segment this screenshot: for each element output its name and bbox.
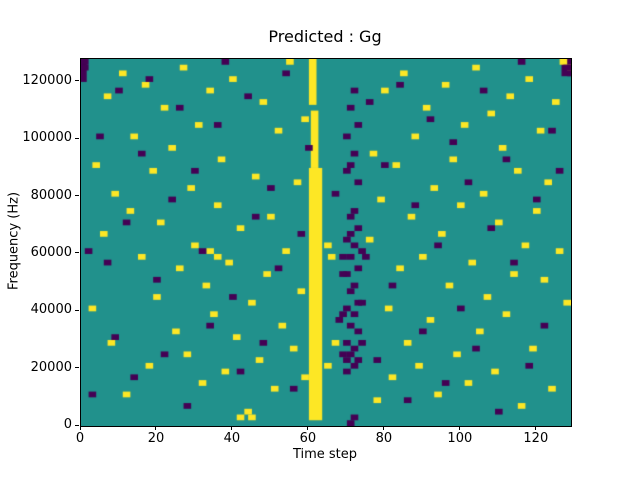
x-tick-label-6: 120 [523,431,549,446]
y-tick-label-6: 120000 [22,72,72,88]
x-tick-mark-6 [535,426,537,430]
y-tick-mark-1 [75,367,79,369]
y-axis-label: Frequency (Hz) [6,191,22,291]
y-tick-label-5: 100000 [22,130,72,146]
x-tick-mark-1 [155,426,157,430]
x-tick-label-4: 80 [375,431,393,446]
y-tick-mark-0 [75,424,79,426]
y-tick-label-0: 0 [63,417,72,432]
y-tick-label-4: 80000 [30,187,72,203]
plot-area [80,58,572,427]
y-tick-label-3: 60000 [30,244,72,260]
x-tick-mark-5 [459,426,461,430]
x-tick-label-0: 0 [75,431,85,446]
y-tick-mark-6 [75,80,79,82]
chart-title: Predicted : Gg [268,27,382,46]
x-tick-mark-2 [231,426,233,430]
y-tick-mark-5 [75,137,79,139]
heatmap-canvas [81,59,571,426]
y-tick-mark-2 [75,309,79,311]
x-tick-mark-4 [383,426,385,430]
y-tick-label-1: 20000 [30,359,72,375]
x-tick-mark-0 [79,426,81,430]
x-tick-label-2: 40 [223,431,241,446]
x-axis-label: Time step [292,447,358,462]
y-tick-mark-4 [75,195,79,197]
x-tick-label-1: 20 [147,431,165,446]
x-tick-label-3: 60 [299,431,317,446]
y-tick-mark-3 [75,252,79,254]
x-tick-mark-3 [307,426,309,430]
y-tick-label-2: 40000 [30,302,72,318]
x-tick-label-5: 100 [447,431,473,446]
